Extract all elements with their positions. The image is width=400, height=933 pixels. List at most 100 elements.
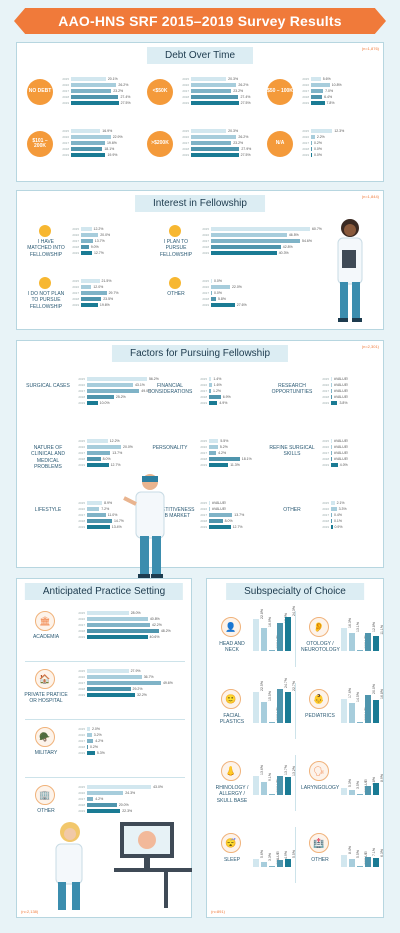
bar-row: 2018 27.4% — [57, 95, 143, 99]
bar-row: 2015 21.5% — [67, 279, 157, 283]
practice-category-label: MILITARY — [34, 750, 58, 756]
year-label: 2017 — [200, 389, 207, 393]
bar-row: 2019 19.6% — [67, 303, 157, 307]
bar-row: 2017 4.2% — [73, 739, 189, 743]
year-label: 2018 — [200, 457, 207, 461]
practice-setting-icon: 🪖 — [35, 727, 55, 747]
bar-row: 2017 54.6% — [197, 239, 337, 243]
bar-row: 2019 10.0% — [73, 401, 171, 405]
bar — [311, 89, 324, 93]
bar-value-label: 13.7% — [112, 451, 123, 455]
bar — [71, 101, 119, 105]
bar-row: 2018 5.8% — [197, 297, 287, 301]
bar — [311, 141, 312, 145]
factors-bars-1: 2015 1.4% 2016 1.6% 2017 1.2% 2018 6.9% 2019 4.9% — [195, 377, 263, 409]
bar-value-label: 27.4% — [120, 95, 131, 99]
year-label: 2015 — [62, 129, 69, 133]
bar — [81, 303, 98, 307]
bar — [331, 445, 332, 449]
year-label: 2015 — [322, 377, 329, 381]
bar — [211, 303, 235, 307]
year-label: 2016 — [200, 445, 207, 449]
bar-row: 2017 42.2% — [73, 623, 189, 627]
year-label: 2015 — [78, 439, 85, 443]
bar — [81, 285, 92, 289]
bar — [311, 83, 330, 87]
bar-value-label: 0.0% — [214, 291, 222, 295]
factors-bars-7: 2015 #VALUE! 2016 #VALUE! 2017 13.7% 2018 8.0% 2… — [195, 501, 263, 533]
bar — [209, 401, 218, 405]
bar-value-label: 16.9% — [267, 616, 272, 627]
bar-value-label: 1.2% — [213, 389, 222, 393]
debt-n: (n=1,876) — [361, 46, 379, 51]
bar-row: 2016 3.3% — [317, 507, 385, 511]
bar — [373, 858, 379, 867]
bar — [365, 633, 371, 651]
bar — [311, 77, 321, 81]
doctor-illustration-computer — [55, 822, 192, 910]
debt-bars-4: 2015 20.3% 2016 26.2% 2017 23.2% 2018 27.9% 2019… — [177, 129, 263, 161]
bar-value-label: 0.2% — [90, 745, 98, 749]
bar-value-label: 36.7% — [143, 675, 154, 679]
bar-value-label: 40.3% — [278, 251, 289, 255]
factors-bars-8: 2015 2.1% 2016 3.3% 2017 0.4% 2018 0.1% 2019 0.9% — [317, 501, 385, 533]
bar-value-label: 13.7% — [283, 765, 288, 776]
year-label: 2018 — [78, 457, 85, 461]
subspecialty-bars-0: 22.8%16.9%#VALUE!19.9%24.3% — [253, 606, 297, 651]
bar — [87, 751, 95, 755]
year-label: 2015 — [62, 77, 69, 81]
subspecialty-bars-3: 17.6%14.5%#VALUE!20.0%16.8% — [341, 681, 385, 723]
debt-bars-5: 2015 12.3% 2016 2.2% 2017 0.2% 2018 0.0% 2019 0.0… — [297, 129, 383, 161]
bar-row: 2016 7.2% — [73, 507, 141, 511]
factors-title: Factors for Pursuing Fellowship — [111, 345, 289, 362]
bar-value-label: 23.5% — [103, 297, 114, 301]
bar-row: 2018 25.2% — [73, 395, 171, 399]
year-label: 2017 — [182, 89, 189, 93]
year-label: 2016 — [78, 733, 85, 737]
year-label: 2017 — [72, 239, 79, 243]
bar-value-label: 27.5% — [240, 101, 251, 105]
bar — [285, 776, 291, 795]
bar — [87, 457, 101, 461]
bar-value-label: 22.9% — [112, 135, 123, 139]
bar-value-label: 46.5% — [288, 233, 299, 237]
year-label: 2015 — [72, 279, 79, 283]
bar-value-label: 6.3% — [379, 849, 384, 858]
practice-n: (n=2,138) — [21, 909, 39, 914]
year-label: 2017 — [200, 513, 207, 517]
year-label: 2018 — [78, 745, 85, 749]
bar — [365, 857, 371, 867]
bar — [365, 785, 371, 795]
bar-value-label: 3.2% — [93, 733, 102, 737]
bar-value-label: 5.5% — [220, 439, 229, 443]
bar — [365, 695, 371, 723]
bar — [277, 860, 283, 867]
bar-row: 2018 6.9% — [195, 395, 263, 399]
bar-row: 2017 4.2% — [195, 451, 263, 455]
bar — [311, 135, 315, 139]
year-label: 2016 — [302, 83, 309, 87]
bar-value-label: 19.9% — [107, 153, 118, 157]
year-label: 2016 — [72, 285, 79, 289]
bar-value-label: 12.3% — [334, 129, 345, 133]
bar — [87, 395, 114, 399]
bar — [373, 635, 379, 651]
year-label: 2017 — [78, 739, 85, 743]
year-label: 2018 — [78, 395, 85, 399]
year-label: 2016 — [182, 83, 189, 87]
bar-value-label: 18.1% — [241, 457, 252, 461]
subspecialty-category-label: LARYNGOLOGY — [301, 785, 340, 791]
bar-value-label: 12.7% — [232, 525, 243, 529]
year-label: 2016 — [200, 507, 207, 511]
bar-row: 2016 2.2% — [297, 135, 383, 139]
bar-value-label: 5.5% — [355, 850, 360, 859]
bar — [373, 699, 379, 723]
bar-value-label: 49.6% — [162, 681, 173, 685]
factors-panel: Factors for Pursuing Fellowship (n=2,301… — [16, 340, 384, 568]
bar-value-label: 0.4% — [334, 513, 342, 517]
bar-row: 2019 0.0% — [297, 153, 383, 157]
bar — [81, 239, 93, 243]
year-label: 2016 — [78, 445, 85, 449]
bar — [331, 525, 333, 529]
year-label: 2017 — [322, 389, 329, 393]
